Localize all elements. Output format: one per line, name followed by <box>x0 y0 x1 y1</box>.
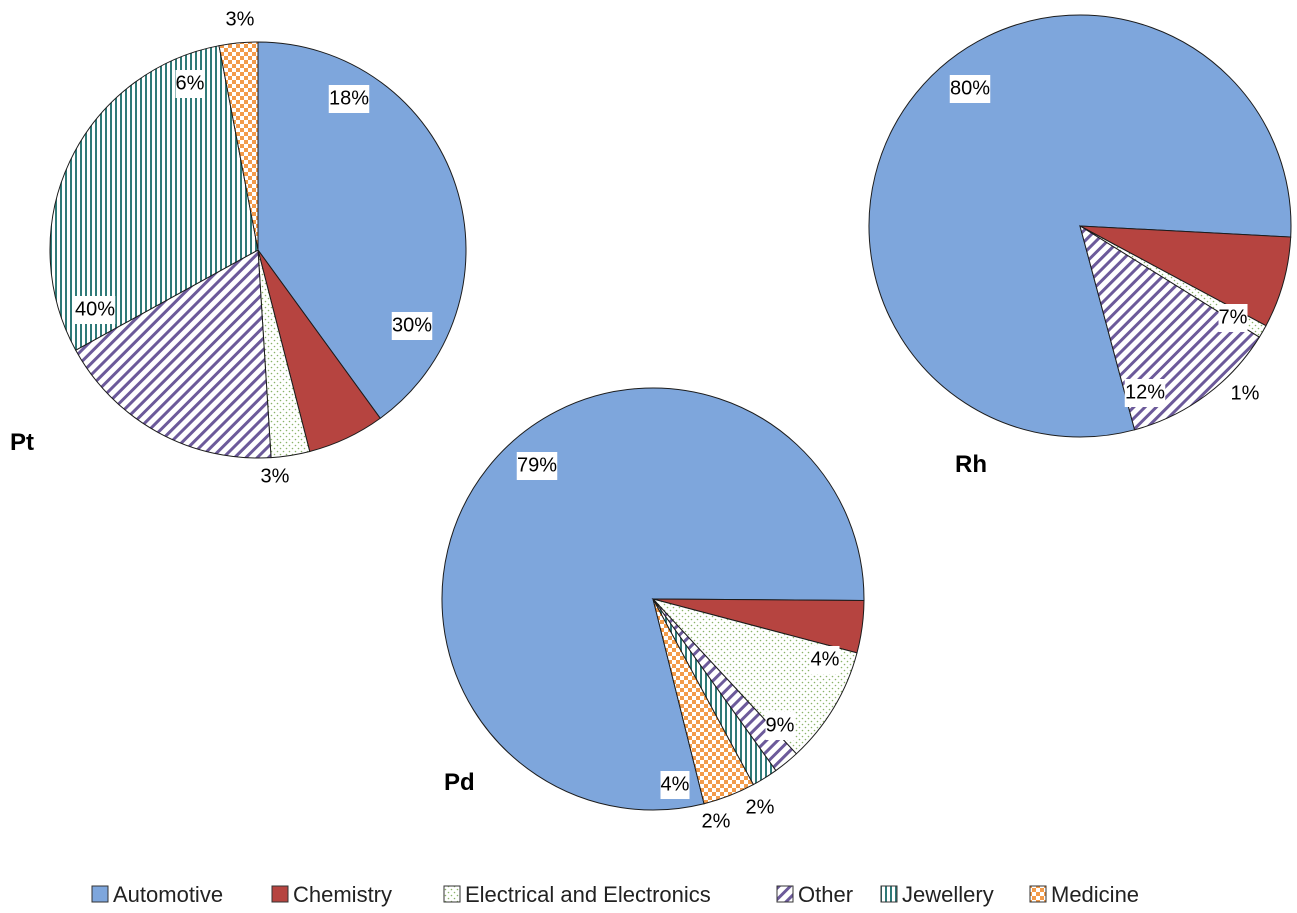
legend-label: Other <box>798 882 853 907</box>
pie-slice-medicine <box>218 41 259 251</box>
data-label-automotive: 40% <box>74 296 116 324</box>
legend-item-medicine: Medicine <box>1029 882 1139 907</box>
data-label-text: 40% <box>75 298 115 320</box>
pie-slice-jewellery <box>49 45 259 351</box>
data-label-electrical-and-electronics: 9% <box>765 712 795 740</box>
data-label-chemistry: 7% <box>1218 304 1248 332</box>
data-label-other: 18% <box>328 85 370 113</box>
data-label-text: 2% <box>746 796 775 818</box>
data-label-chemistry: 6% <box>175 70 205 98</box>
data-label-medicine: 4% <box>660 771 690 799</box>
pie-slice-other <box>1079 224 1261 431</box>
pie-slice-medicine <box>652 598 755 805</box>
data-label-jewellery: 30% <box>391 312 433 340</box>
chart-title-pt: Pt <box>10 429 34 456</box>
data-label-text: 30% <box>392 314 432 336</box>
legend-swatch <box>776 885 794 903</box>
data-label-electrical-and-electronics: 3% <box>225 6 255 34</box>
data-label-automotive: 79% <box>516 452 558 480</box>
pie-slice-electrical-and-electronics <box>651 598 858 755</box>
legend-item-other: Other <box>776 882 853 907</box>
legend-swatch <box>880 885 898 903</box>
legend-label: Chemistry <box>293 882 392 907</box>
data-label-text: 12% <box>1125 381 1165 403</box>
data-label-electrical-and-electronics: 1% <box>1230 380 1260 408</box>
legend-swatch <box>1029 885 1047 903</box>
data-label-other: 2% <box>745 794 775 822</box>
legend-swatch <box>443 885 461 903</box>
data-label-text: 3% <box>261 465 290 487</box>
data-label-text: 3% <box>226 8 255 30</box>
data-label-text: 7% <box>1219 306 1248 328</box>
legend-item-chemistry: Chemistry <box>271 882 392 907</box>
legend: Automotive Chemistry Electrical and Electr… <box>91 882 1139 907</box>
chart-title-rh: Rh <box>955 451 987 478</box>
data-label-other: 12% <box>1124 379 1166 407</box>
legend-item-electrical-and-electronics: Electrical and Electronics <box>443 882 711 907</box>
data-label-chemistry: 4% <box>810 646 840 674</box>
data-label-text: 4% <box>661 773 690 795</box>
data-label-text: 6% <box>176 72 205 94</box>
legend-label: Automotive <box>113 882 223 907</box>
data-label-text: 18% <box>329 87 369 109</box>
legend-swatch <box>91 885 109 903</box>
data-label-jewellery: 2% <box>701 808 731 836</box>
data-label-text: 79% <box>517 454 557 476</box>
pie-slice-other <box>75 249 272 459</box>
data-label-text: 4% <box>811 648 840 670</box>
legend-label: Medicine <box>1051 882 1139 907</box>
legend-label: Electrical and Electronics <box>465 882 711 907</box>
chart-title-pd: Pd <box>444 769 475 796</box>
data-label-text: 2% <box>702 810 731 832</box>
pie-chart-pt: 40% 6% 3% 18% 30% 3% Pt <box>10 6 467 491</box>
pie-chart-pd: 79% 4% 9% 2% 2% 4% Pd <box>441 387 865 836</box>
data-label-medicine: 3% <box>260 463 290 491</box>
legend-label: Jewellery <box>902 882 994 907</box>
legend-item-jewellery: Jewellery <box>880 882 994 907</box>
legend-item-automotive: Automotive <box>91 882 223 907</box>
data-label-text: 80% <box>950 77 990 99</box>
data-label-text: 1% <box>1231 382 1260 404</box>
data-label-automotive: 80% <box>949 75 991 103</box>
pie-chart-rh: 80% 7% 1% 12% Rh <box>868 14 1292 478</box>
legend-swatch <box>271 885 289 903</box>
data-label-text: 9% <box>766 714 795 736</box>
